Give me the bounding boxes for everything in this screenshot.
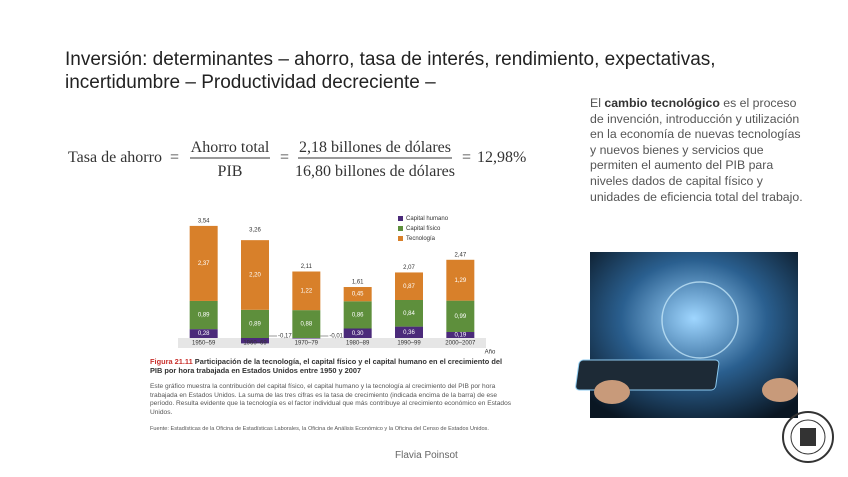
x-tick-label: 2000–2007 bbox=[445, 341, 476, 347]
bar-segment bbox=[395, 326, 423, 338]
bar-segment bbox=[446, 300, 475, 332]
value-label: 0,19 bbox=[454, 333, 466, 339]
bar-segment bbox=[395, 272, 423, 300]
bar-segment bbox=[343, 287, 372, 302]
legend-label: Capital humano bbox=[406, 216, 449, 222]
bar-segment bbox=[446, 259, 475, 301]
total-label: 3,54 bbox=[198, 218, 210, 224]
formula: Tasa de ahorro = Ahorro total PIB = 2,18… bbox=[68, 139, 526, 180]
bar-segment bbox=[292, 271, 321, 311]
den: 16,80 billones de dólares bbox=[295, 163, 455, 180]
value-label: 0,45 bbox=[352, 292, 364, 298]
bar-segment bbox=[241, 240, 269, 310]
value-label: -0,01 bbox=[329, 334, 343, 340]
num: Ahorro total bbox=[191, 139, 270, 156]
side-text: El cambio tecnológico es el proceso de i… bbox=[590, 96, 805, 205]
legend-label: Tecnología bbox=[406, 236, 436, 242]
bar-segment bbox=[292, 338, 321, 339]
f-label: Tasa de ahorro bbox=[68, 149, 162, 166]
value-label: 0,89 bbox=[198, 313, 210, 319]
bar-segment bbox=[189, 300, 218, 330]
caption: Figura 21.11 Participación de la tecnolo… bbox=[150, 357, 515, 375]
value-label: 2,37 bbox=[198, 261, 210, 267]
axis-band bbox=[178, 338, 486, 348]
value-label: 0,88 bbox=[300, 322, 312, 328]
photo bbox=[575, 252, 798, 418]
legend-swatch bbox=[398, 226, 403, 231]
seal bbox=[782, 411, 834, 463]
fig: Figura 21.11 bbox=[150, 357, 193, 366]
x-tick-label: 1970–79 bbox=[295, 341, 319, 347]
eq: = bbox=[280, 149, 289, 166]
x-axis-label: Año bbox=[485, 350, 496, 356]
value-label: 1,29 bbox=[454, 278, 466, 284]
eq: = bbox=[462, 149, 471, 166]
value-label: 0,86 bbox=[352, 312, 364, 318]
value-label: 0,30 bbox=[352, 331, 364, 337]
total-label: 1,61 bbox=[352, 280, 364, 286]
legend-label: Capital físico bbox=[406, 226, 441, 232]
eq: = bbox=[170, 149, 179, 166]
value-label: -0,17 bbox=[278, 334, 292, 340]
hand bbox=[594, 380, 630, 404]
rest: es el proceso de invención, introducción… bbox=[590, 96, 803, 204]
value-label: 0,89 bbox=[249, 321, 261, 327]
total-label: 2,11 bbox=[301, 264, 313, 270]
cap-title: Participación de la tecnología, el capit… bbox=[150, 357, 503, 375]
x-tick-label: 1990–99 bbox=[397, 341, 421, 347]
bar-segment bbox=[446, 331, 475, 338]
bar-segment bbox=[241, 338, 269, 344]
globe bbox=[661, 281, 739, 359]
slide-title: Inversión: determinantes – ahorro, tasa … bbox=[65, 49, 716, 93]
result: 12,98% bbox=[477, 149, 526, 166]
caption-body: Este gráfico muestra la contribución del… bbox=[150, 383, 512, 416]
value-label: 0,28 bbox=[198, 331, 210, 337]
bar-segment bbox=[189, 329, 218, 338]
bar-segment bbox=[241, 309, 269, 338]
value-label: 0,84 bbox=[403, 311, 415, 317]
x-tick-label: 1960–69 bbox=[243, 341, 267, 347]
total-label: 2,47 bbox=[454, 252, 466, 258]
x-tick-label: 1980–89 bbox=[346, 341, 370, 347]
footer: Flavia Poinsot bbox=[395, 450, 458, 461]
bar-segment bbox=[343, 301, 372, 329]
den: PIB bbox=[218, 163, 243, 180]
total-label: 2,07 bbox=[403, 265, 415, 271]
legend-swatch bbox=[398, 236, 403, 241]
value-label: 1,22 bbox=[300, 288, 312, 294]
legend-swatch bbox=[398, 216, 403, 221]
lead: El bbox=[590, 96, 601, 110]
bar-segment bbox=[292, 310, 321, 338]
hand bbox=[762, 378, 798, 402]
bar-segment bbox=[189, 225, 218, 301]
total-label: 3,26 bbox=[249, 227, 261, 233]
seal-inner bbox=[790, 419, 826, 455]
value-label: 0,36 bbox=[403, 330, 415, 336]
tablet bbox=[575, 359, 720, 391]
x-tick-label: 1950–59 bbox=[192, 341, 216, 347]
value-label: 0,99 bbox=[454, 314, 466, 320]
shield bbox=[800, 428, 816, 446]
bar-segment bbox=[343, 328, 372, 338]
value-label: 2,20 bbox=[249, 273, 261, 279]
value-label: 0,87 bbox=[403, 284, 415, 290]
source: Fuente: Estadísticas de la Oficina de Es… bbox=[150, 426, 489, 432]
num: 2,18 billones de dólares bbox=[299, 139, 451, 156]
logo bbox=[782, 411, 834, 463]
bar-segment bbox=[395, 300, 423, 327]
bold: cambio tecnológico bbox=[604, 96, 720, 110]
